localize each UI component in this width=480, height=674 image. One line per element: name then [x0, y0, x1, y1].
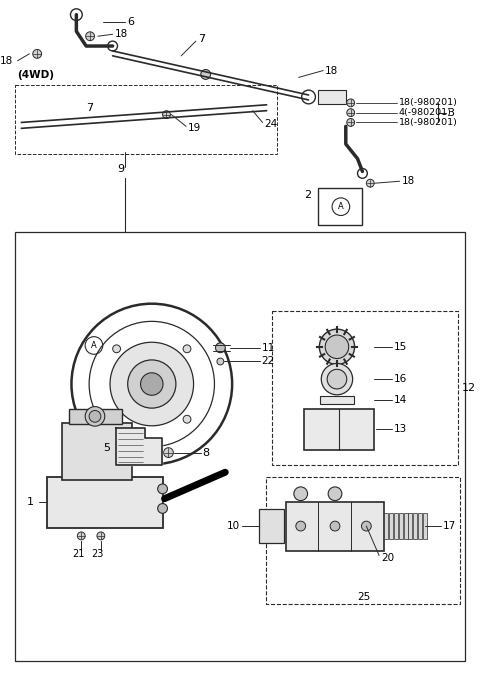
Circle shape [327, 369, 347, 389]
Text: 7: 7 [86, 102, 93, 113]
Text: 9: 9 [117, 164, 124, 175]
Circle shape [110, 342, 193, 426]
Text: 6: 6 [127, 17, 134, 26]
Circle shape [77, 532, 85, 540]
Circle shape [97, 532, 105, 540]
Bar [384, 514, 388, 539]
Text: 16: 16 [394, 374, 407, 384]
Bar [304, 408, 374, 450]
Text: 11: 11 [262, 343, 275, 353]
Circle shape [366, 179, 374, 187]
Circle shape [164, 448, 173, 458]
Circle shape [347, 109, 355, 117]
Bar [272, 311, 458, 465]
Bar [259, 510, 284, 543]
Text: 12: 12 [461, 383, 476, 393]
Text: 1: 1 [27, 497, 34, 507]
Circle shape [157, 503, 168, 514]
Circle shape [183, 415, 191, 423]
Circle shape [89, 410, 101, 422]
Bar [399, 514, 403, 539]
Text: 24: 24 [264, 119, 278, 129]
Bar [14, 232, 465, 661]
Text: 25: 25 [357, 592, 370, 602]
Circle shape [85, 406, 105, 426]
Circle shape [361, 521, 371, 531]
Circle shape [321, 363, 353, 395]
Bar [69, 408, 122, 424]
Text: 18: 18 [402, 176, 415, 186]
Bar [286, 501, 384, 551]
Circle shape [85, 32, 95, 40]
Circle shape [325, 335, 348, 359]
Circle shape [183, 345, 191, 353]
Text: 8: 8 [203, 448, 210, 458]
Text: 21: 21 [72, 549, 84, 559]
Circle shape [347, 119, 355, 126]
Bar [408, 514, 412, 539]
Circle shape [328, 487, 342, 501]
Text: 14: 14 [394, 395, 407, 404]
Text: A: A [338, 202, 344, 211]
Circle shape [217, 358, 224, 365]
Text: 2: 2 [304, 190, 312, 200]
Circle shape [330, 521, 340, 531]
Text: 18(-980201): 18(-980201) [399, 118, 457, 127]
Bar [320, 396, 354, 404]
Circle shape [294, 487, 308, 501]
Text: 5: 5 [104, 443, 111, 453]
Circle shape [163, 111, 170, 119]
Circle shape [347, 99, 355, 106]
Text: 13: 13 [394, 424, 407, 434]
Bar [318, 188, 362, 225]
Bar [389, 514, 393, 539]
Text: 10: 10 [227, 521, 240, 531]
Bar [394, 514, 398, 539]
Circle shape [128, 360, 176, 408]
Text: 15: 15 [394, 342, 407, 352]
Bar [266, 477, 460, 605]
Text: 23: 23 [92, 549, 104, 559]
Bar [423, 514, 427, 539]
Text: 17: 17 [443, 521, 456, 531]
Text: 18(-980201): 18(-980201) [399, 98, 457, 107]
Circle shape [33, 49, 42, 58]
Text: 20: 20 [381, 553, 394, 563]
Bar [61, 423, 132, 480]
Bar [413, 514, 417, 539]
Text: 18: 18 [0, 56, 12, 66]
Polygon shape [116, 428, 162, 465]
Circle shape [216, 343, 225, 353]
Text: 3: 3 [448, 108, 455, 118]
Text: A: A [91, 341, 97, 350]
Circle shape [141, 373, 163, 395]
Bar [404, 514, 408, 539]
Text: 19: 19 [188, 123, 201, 133]
Circle shape [113, 345, 120, 353]
Circle shape [201, 69, 211, 80]
Text: 7: 7 [198, 34, 205, 44]
Text: 18: 18 [115, 29, 128, 39]
Text: 4(-980201): 4(-980201) [399, 108, 452, 117]
Circle shape [319, 329, 355, 365]
Bar [418, 514, 422, 539]
Text: 18: 18 [325, 65, 338, 75]
Text: (4WD): (4WD) [18, 70, 55, 80]
Circle shape [296, 521, 306, 531]
Bar [47, 477, 163, 528]
Bar [14, 85, 277, 154]
Circle shape [113, 415, 120, 423]
Circle shape [157, 484, 168, 494]
Text: 22: 22 [262, 357, 275, 367]
Bar [318, 90, 346, 104]
